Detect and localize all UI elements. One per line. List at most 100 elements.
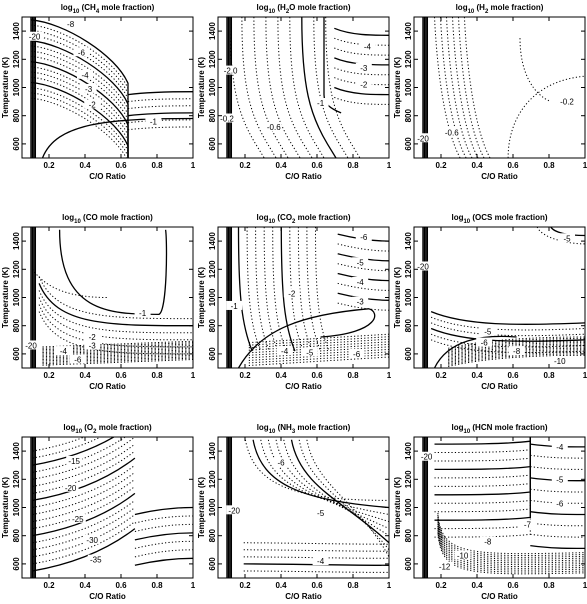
y-tick-label: 1200 bbox=[208, 470, 217, 488]
contour-label-bg bbox=[62, 19, 79, 29]
dotted-contour-line bbox=[434, 17, 461, 158]
contour-panel: -1 -2-3 -4 -6 -20 0.2 0.4 0.6 0.8 1 600 800 1000 1200… bbox=[1, 213, 196, 391]
y-tick-label: 1200 bbox=[404, 470, 413, 488]
contour-label: -12 bbox=[439, 563, 451, 572]
x-tick-label: 0.6 bbox=[311, 161, 323, 170]
dotted-contour-line bbox=[42, 357, 193, 365]
y-tick-label: 1400 bbox=[12, 232, 21, 250]
y-tick-label: 600 bbox=[208, 557, 217, 571]
dotted-contour-line bbox=[134, 515, 193, 524]
contour-label-bg bbox=[355, 62, 372, 72]
dotted-contour-line bbox=[289, 17, 325, 158]
dotted-contour-line bbox=[267, 439, 389, 523]
y-tick-label: 1200 bbox=[208, 50, 217, 68]
dotted-contour-line bbox=[283, 439, 389, 537]
y-axis-label: Temperature (K) bbox=[1, 477, 10, 539]
contour-lines bbox=[30, 437, 193, 578]
panel-title: log10 (NH3 mole fraction) bbox=[257, 423, 351, 435]
contour-label: -4 bbox=[556, 443, 564, 452]
dotted-contour-line bbox=[530, 466, 585, 470]
contour-label-bg bbox=[84, 340, 101, 350]
contour-label-bg bbox=[87, 554, 104, 564]
contour-label-bg bbox=[26, 31, 43, 41]
dotted-contour-line bbox=[42, 350, 193, 358]
x-axis-label: C/O Ratio bbox=[89, 172, 126, 181]
y-tick-label: 1400 bbox=[404, 232, 413, 250]
y-tick-label: 600 bbox=[12, 557, 21, 571]
contour-label-bg bbox=[479, 536, 496, 546]
x-axis-label: C/O Ratio bbox=[285, 382, 322, 391]
solid-contour-line bbox=[434, 437, 531, 471]
x-tick-label: 0.8 bbox=[151, 581, 163, 590]
dotted-contour-line bbox=[275, 439, 389, 530]
contour-label-bg bbox=[301, 347, 318, 357]
contour-label: -6 bbox=[360, 233, 368, 242]
contour-label: -4 bbox=[357, 278, 365, 287]
contour-label-bg bbox=[283, 288, 300, 298]
y-tick-label: 1200 bbox=[404, 50, 413, 68]
solid-contour-line bbox=[301, 17, 337, 158]
dotted-contour-line bbox=[530, 488, 585, 493]
contour-label: -3 bbox=[89, 341, 97, 350]
contour-label: -2 bbox=[288, 289, 296, 298]
dotted-contour-line bbox=[437, 514, 585, 557]
x-tick-label: 0.8 bbox=[347, 581, 359, 590]
x-tick-label: 0.8 bbox=[543, 371, 555, 380]
x-tick-label: 1 bbox=[583, 161, 587, 170]
y-tick-label: 1400 bbox=[208, 442, 217, 460]
contour-label-bg bbox=[454, 550, 471, 560]
contour-label: -8 bbox=[484, 537, 492, 546]
x-tick-label: 0.4 bbox=[471, 371, 483, 380]
contour-label: -6 bbox=[74, 356, 82, 365]
contour-label: -5 bbox=[306, 348, 314, 357]
contour-label-bg bbox=[226, 505, 243, 515]
contour-lines bbox=[226, 437, 389, 578]
dotted-contour-line bbox=[298, 439, 389, 551]
y-tick-label: 800 bbox=[404, 318, 413, 332]
contour-label: -10 bbox=[554, 357, 566, 366]
dotted-contour-line bbox=[437, 525, 585, 568]
contour-label: -20 bbox=[228, 506, 240, 515]
x-tick-label: 0.2 bbox=[239, 581, 251, 590]
solid-contour-line bbox=[41, 117, 193, 158]
contour-label: -4 bbox=[317, 557, 325, 566]
dotted-contour-line bbox=[463, 17, 491, 158]
solid-contour-line bbox=[530, 544, 585, 550]
contour-label-bg bbox=[134, 308, 151, 318]
x-tick-label: 0.6 bbox=[115, 371, 127, 380]
contour-label-bg bbox=[62, 482, 79, 492]
contour-label: -3 bbox=[357, 298, 365, 307]
contour-label: -1 bbox=[317, 99, 325, 108]
dotted-contour-line bbox=[315, 227, 330, 352]
x-tick-label: 0.2 bbox=[43, 161, 55, 170]
dotted-contour-line bbox=[38, 290, 193, 334]
x-tick-label: 0.6 bbox=[115, 581, 127, 590]
solid-contour-line bbox=[530, 511, 585, 516]
panel-title: log10 (O2 mole fraction) bbox=[63, 423, 152, 435]
contour-label: -1 bbox=[150, 117, 158, 126]
dotted-contour-line bbox=[337, 302, 389, 311]
dotted-contour-line bbox=[32, 450, 136, 494]
y-tick-label: 800 bbox=[12, 528, 21, 542]
contour-label: -6 bbox=[353, 350, 361, 359]
y-axis-label: Temperature (K) bbox=[1, 57, 10, 119]
dotted-contour-line bbox=[446, 17, 473, 158]
x-tick-label: 1 bbox=[387, 371, 392, 380]
dotted-contour-line bbox=[32, 437, 102, 459]
contour-label-bg bbox=[443, 127, 460, 137]
dotted-contour-line bbox=[42, 359, 193, 366]
contour-label: -20 bbox=[417, 262, 429, 271]
dotted-contour-line bbox=[437, 531, 585, 573]
contour-label: -7 bbox=[524, 520, 532, 529]
panel-title: log10 (HCN mole fraction) bbox=[451, 423, 547, 435]
panel-title: log10 (CH4 mole fraction) bbox=[61, 3, 155, 15]
dotted-contour-line bbox=[32, 507, 136, 551]
y-tick-label: 800 bbox=[208, 318, 217, 332]
contour-label-bg bbox=[415, 133, 431, 143]
dotted-contour-line bbox=[30, 55, 129, 158]
dotted-contour-line bbox=[265, 17, 301, 158]
contour-label: -2.0 bbox=[224, 67, 238, 76]
x-tick-label: 0.6 bbox=[507, 161, 519, 170]
contour-label: -5 bbox=[317, 509, 325, 518]
contour-panel: -1 -2 -3 -4 -5 -6 -4 -5 -6 0.2 0.4 0.6 0.8 1 600 800 100… bbox=[197, 213, 392, 391]
